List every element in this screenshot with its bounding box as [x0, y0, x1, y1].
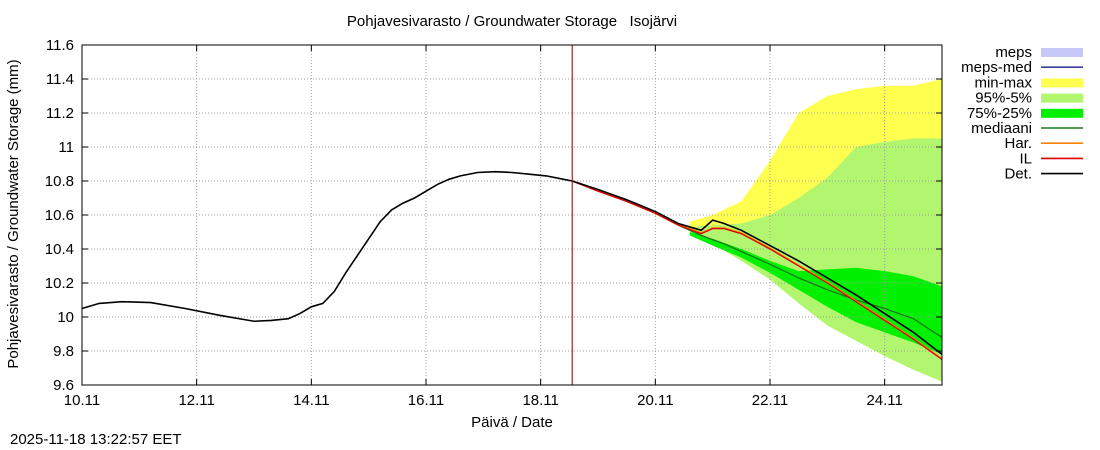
- x-tick-label: 22.11: [752, 392, 788, 409]
- x-tick-label: 24.11: [866, 392, 902, 409]
- band-75-25-: [689, 232, 942, 355]
- legend-swatch: [1041, 48, 1083, 57]
- series-il: [571, 180, 943, 361]
- legend-label: min-max: [974, 74, 1032, 91]
- lines-layer: [81, 170, 943, 361]
- timestamp: 2025-11-18 13:22:57 EET: [10, 431, 182, 448]
- legend-label: IL: [1019, 150, 1032, 167]
- legend-swatch: [1041, 108, 1083, 118]
- y-tick-label: 10: [57, 309, 74, 326]
- x-tick-label: 12.11: [178, 392, 214, 409]
- legend-label: 95%-5%: [975, 90, 1032, 107]
- legend-swatch: [1041, 78, 1083, 88]
- y-tick-label: 10.8: [45, 173, 74, 190]
- x-tick-label: 10.11: [64, 392, 100, 409]
- legend-label: mediaani: [971, 120, 1032, 137]
- y-axis-label: Pohjavesivarasto / Groundwater Storage (…: [5, 59, 22, 368]
- x-axis-label: Päivä / Date: [471, 414, 553, 431]
- legend-label: Det.: [1004, 166, 1032, 183]
- y-tick-label: 11.2: [46, 105, 74, 122]
- chart-title: Pohjavesivarasto / Groundwater Storage I…: [347, 13, 677, 30]
- series-det-: [571, 180, 943, 356]
- y-tick-label: 10.4: [45, 241, 74, 258]
- y-tick-label: 9.8: [53, 343, 74, 360]
- y-tick-label: 11: [58, 139, 74, 156]
- series-observed: [81, 170, 573, 323]
- bands-layer: [689, 79, 942, 382]
- y-tick-label: 11.6: [46, 37, 74, 54]
- legend: mepsmeps-medmin-max95%-5%75%-25%mediaani…: [961, 44, 1083, 183]
- x-tick-label: 16.11: [408, 392, 444, 409]
- ticks-layer: 10.11 12.11 14.11 16.11 18.11 20.11 22.11 24.11…: [45, 37, 942, 409]
- legend-swatch: [1041, 93, 1083, 103]
- y-tick-label: 11.4: [46, 71, 74, 88]
- legend-label: meps-med: [961, 59, 1032, 76]
- legend-label: 75%-25%: [967, 105, 1032, 122]
- grid-layer: [82, 45, 942, 385]
- legend-label: Har.: [1004, 135, 1032, 152]
- y-tick-label: 10.6: [45, 207, 74, 224]
- y-tick-label: 9.6: [53, 377, 74, 394]
- x-tick-label: 14.11: [293, 392, 329, 409]
- legend-label: meps: [995, 44, 1032, 61]
- x-tick-label: 20.11: [637, 392, 673, 409]
- y-tick-label: 10.2: [45, 275, 74, 292]
- x-tick-label: 18.11: [522, 392, 558, 409]
